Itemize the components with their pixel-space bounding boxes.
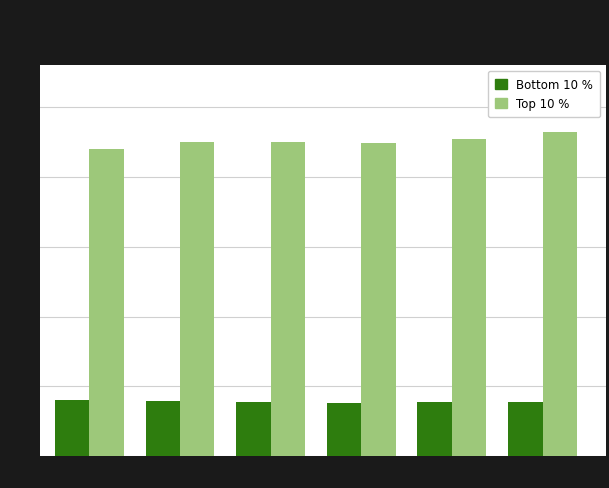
Bar bbox=[508, 403, 543, 456]
Bar bbox=[90, 149, 124, 456]
Bar bbox=[146, 401, 180, 456]
Bar bbox=[270, 142, 305, 456]
Bar bbox=[236, 402, 270, 456]
Bar bbox=[55, 401, 90, 456]
Bar bbox=[417, 403, 452, 456]
Legend: Bottom 10 %, Top 10 %: Bottom 10 %, Top 10 % bbox=[488, 72, 600, 118]
Bar bbox=[452, 140, 487, 456]
Bar bbox=[327, 403, 361, 456]
Bar bbox=[361, 144, 396, 456]
Bar bbox=[180, 142, 214, 456]
Bar bbox=[543, 133, 577, 456]
